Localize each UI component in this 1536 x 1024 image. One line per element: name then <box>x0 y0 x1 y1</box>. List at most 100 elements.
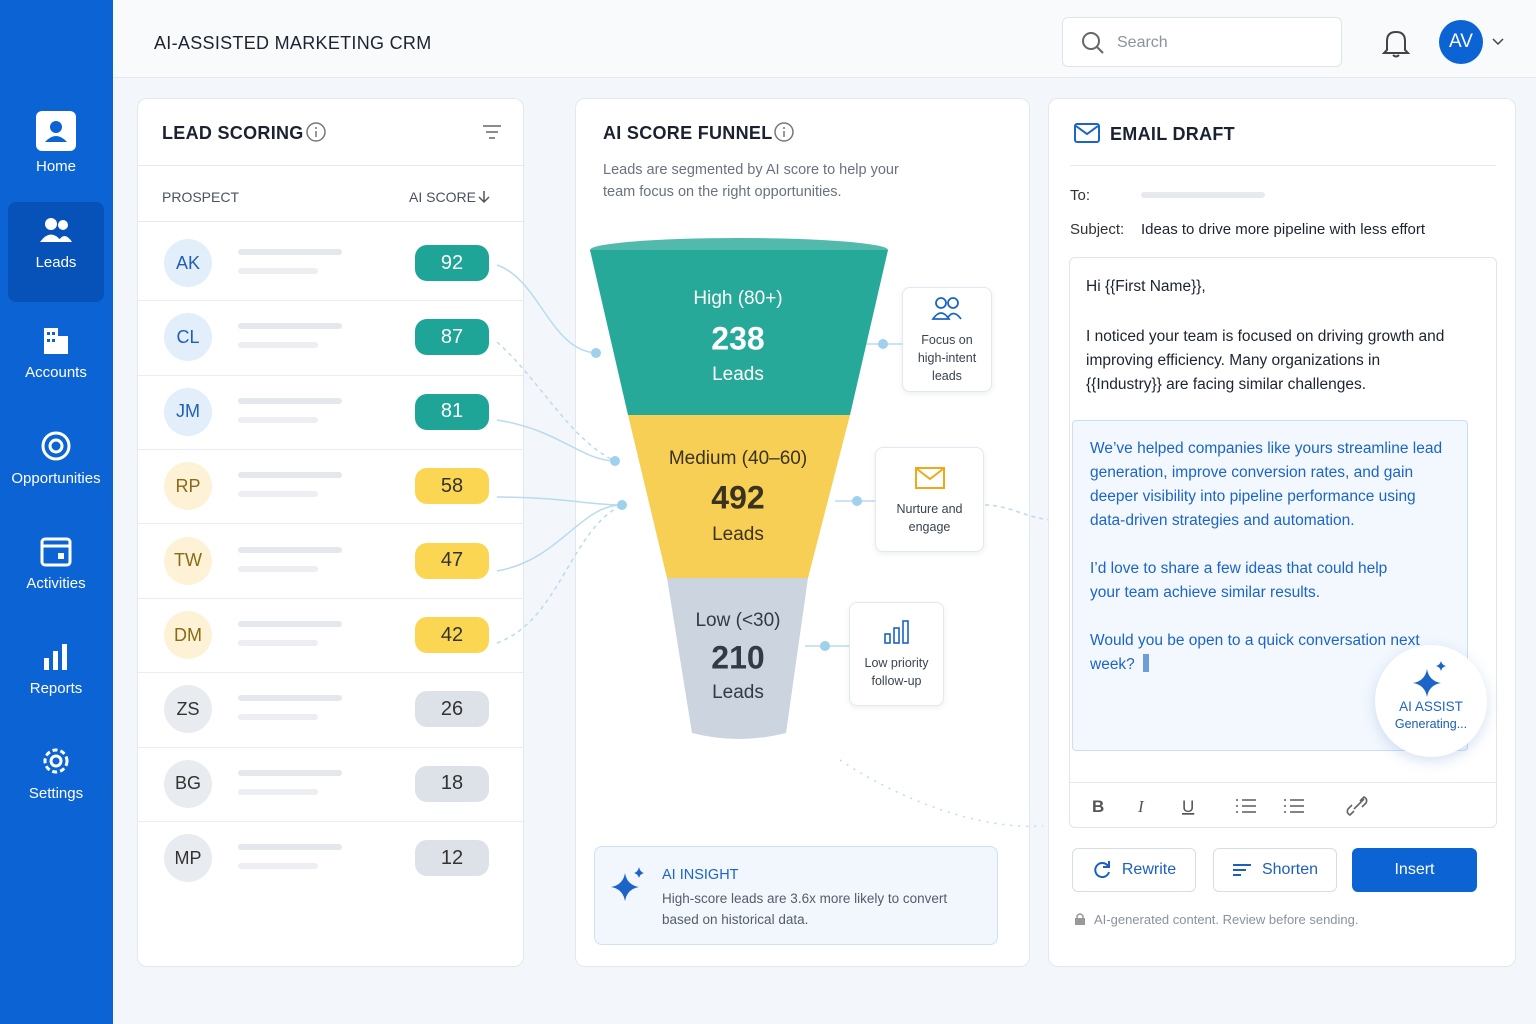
reports-icon <box>44 644 67 670</box>
greeting: Hi {{First Name}}, <box>1086 278 1206 295</box>
search-box[interactable]: Search <box>1062 17 1342 67</box>
row-divider <box>138 821 523 822</box>
prospect-avatar: DM <box>164 611 212 659</box>
insert-button[interactable]: Insert <box>1352 848 1477 892</box>
sparkle-icon <box>611 867 644 901</box>
nav-item[interactable]: Opportunities <box>8 418 104 518</box>
ai-assist-badge[interactable]: AI ASSIST Generating... <box>1375 645 1487 757</box>
row-divider <box>138 374 523 376</box>
note-icon <box>883 620 909 644</box>
button-label: Rewrite <box>1121 861 1177 878</box>
nav-item[interactable]: Reports <box>8 628 104 728</box>
format-icons[interactable]: B I U <box>1086 795 1396 817</box>
name-placeholder <box>238 472 342 479</box>
button-label: Insert <box>1394 861 1435 878</box>
rewrite-button[interactable]: Rewrite <box>1072 848 1196 892</box>
detail-placeholder <box>238 268 318 274</box>
connector <box>839 759 1044 828</box>
leads-icon <box>40 218 72 242</box>
toolbar: B I U <box>1070 782 1497 828</box>
subject-label: Subject: <box>1070 221 1125 238</box>
divider <box>1070 165 1496 166</box>
dot <box>820 641 830 651</box>
stage-count: 210 <box>711 639 764 675</box>
ai-paragraph: We’ve helped companies like yours stream… <box>1090 440 1443 529</box>
connector <box>496 264 597 354</box>
app-title: AI-ASSISTED MARKETING CRM <box>154 33 432 53</box>
divider <box>138 165 523 166</box>
italic-icon[interactable]: I <box>1137 797 1145 816</box>
name-placeholder <box>238 769 342 776</box>
nav-label: Opportunities <box>11 470 101 487</box>
nav-label: Reports <box>29 680 83 697</box>
shorten-icon <box>1232 864 1251 876</box>
connector <box>984 504 1056 521</box>
mail-icon <box>1074 123 1100 143</box>
cursor <box>1142 654 1149 672</box>
settings-icon <box>43 748 69 774</box>
score-pill: 81 <box>415 393 489 430</box>
to-label: To: <box>1070 187 1091 204</box>
filter-icon[interactable] <box>482 124 502 140</box>
nav-item[interactable]: Settings <box>8 733 104 833</box>
info-icon[interactable] <box>306 122 326 142</box>
lock-icon <box>1075 913 1085 925</box>
nav-item[interactable]: Home <box>8 100 104 200</box>
funnel-segment <box>590 250 888 415</box>
nav-item[interactable]: Leads <box>8 202 104 302</box>
shorten-button[interactable]: Shorten <box>1213 848 1337 892</box>
connector <box>496 504 623 572</box>
underline-icon[interactable]: U <box>1182 797 1194 816</box>
stage-label: High (80+) <box>693 288 782 309</box>
row-divider <box>138 672 523 674</box>
panel-title: AI SCORE FUNNEL <box>603 123 773 143</box>
detail-placeholder <box>238 788 318 795</box>
note-text: Focus on high-intent leads <box>917 332 977 383</box>
detail-placeholder <box>238 416 318 423</box>
score-pill: 12 <box>415 840 489 877</box>
user-avatar[interactable]: AV <box>1439 20 1483 64</box>
nav-label: Accounts <box>25 364 87 381</box>
name-placeholder <box>238 546 342 553</box>
info-icon[interactable] <box>774 122 794 142</box>
connector <box>496 419 616 462</box>
row-divider <box>138 597 523 599</box>
prospect-avatar: MP <box>164 834 212 883</box>
sort-icon[interactable] <box>478 190 490 204</box>
note-text: Low priority follow-up <box>864 656 929 688</box>
stage-count: 492 <box>711 479 764 515</box>
stage-count: 238 <box>711 320 764 356</box>
assist-title: AI ASSIST <box>1399 699 1463 714</box>
nav-label: Leads <box>35 254 77 271</box>
nav-item[interactable]: Activities <box>8 523 104 623</box>
connector <box>496 504 623 644</box>
prospect-avatar: AK <box>164 239 212 287</box>
note-icon <box>931 296 962 320</box>
refresh-icon <box>1094 861 1110 879</box>
row-divider <box>138 523 523 525</box>
nav-item[interactable]: Accounts <box>8 312 104 412</box>
connector <box>496 496 623 506</box>
score-pill: 18 <box>415 765 489 802</box>
insight-title: AI INSIGHT <box>662 867 739 883</box>
list-icons[interactable] <box>1236 796 1368 816</box>
column-header[interactable]: AI SCORE <box>409 189 476 205</box>
nav-label: Home <box>35 158 76 175</box>
column-header: PROSPECT <box>162 189 240 205</box>
bell-icon[interactable] <box>1382 28 1410 58</box>
chevron-icon[interactable] <box>1492 38 1504 46</box>
dot <box>852 496 862 506</box>
dot <box>610 456 620 466</box>
score-pill: 87 <box>415 319 489 356</box>
prospect-avatar: CL <box>164 313 212 362</box>
bold-icon[interactable]: B <box>1092 797 1104 816</box>
score-pill: 92 <box>415 245 489 281</box>
footnote: AI-generated content. Review before send… <box>1094 912 1359 927</box>
prospect-avatar: TW <box>164 536 212 585</box>
panel-title: EMAIL DRAFT <box>1110 124 1235 144</box>
row-divider <box>138 300 523 302</box>
stage-note: Focus on high-intent leads <box>902 287 992 392</box>
ai-paragraph: I’d love to share a few ideas that could… <box>1090 560 1388 601</box>
